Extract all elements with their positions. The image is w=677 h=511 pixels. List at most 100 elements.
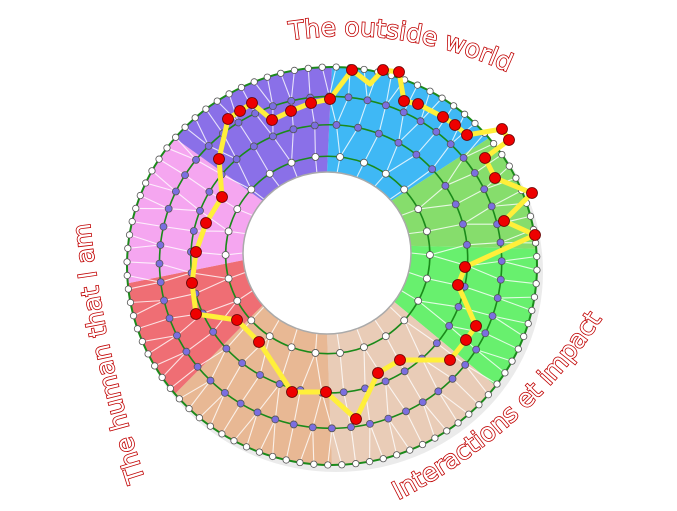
spoke xyxy=(259,336,271,376)
node xyxy=(249,142,258,151)
node xyxy=(311,349,320,357)
spoke xyxy=(418,300,459,308)
spoke xyxy=(350,427,357,464)
node xyxy=(463,240,471,249)
node xyxy=(374,129,383,138)
spoke xyxy=(184,126,210,147)
spoke xyxy=(290,70,295,101)
spoke xyxy=(449,325,486,334)
node xyxy=(144,350,152,358)
highlight-node xyxy=(393,66,405,78)
node xyxy=(493,294,502,302)
node xyxy=(431,434,439,442)
highlight-node xyxy=(350,413,362,425)
node xyxy=(425,251,434,259)
node xyxy=(310,460,318,468)
node xyxy=(189,227,198,235)
node xyxy=(151,362,159,370)
inner-hole xyxy=(242,171,412,335)
spoke xyxy=(492,315,525,337)
node xyxy=(459,220,467,229)
spoke xyxy=(137,317,170,330)
spoke xyxy=(403,319,438,344)
node xyxy=(451,200,460,209)
spoke xyxy=(464,364,489,396)
spoke xyxy=(151,170,177,192)
spoke xyxy=(145,182,177,193)
highlight-node xyxy=(253,336,265,348)
node xyxy=(454,419,462,427)
node xyxy=(336,153,344,161)
spoke xyxy=(299,427,314,463)
node xyxy=(533,252,541,261)
node xyxy=(195,414,203,422)
spoke xyxy=(339,127,359,158)
node xyxy=(126,298,135,307)
highlight-node xyxy=(479,152,491,164)
node xyxy=(251,109,260,118)
highlight-nodes xyxy=(186,64,541,425)
node xyxy=(443,427,451,435)
node xyxy=(296,458,304,467)
node xyxy=(269,452,277,461)
highlight-node xyxy=(246,97,258,109)
spoke xyxy=(357,100,368,128)
spoke xyxy=(170,366,198,389)
node xyxy=(445,321,454,330)
spoke xyxy=(186,331,214,353)
node xyxy=(528,306,536,315)
node xyxy=(310,121,319,130)
node xyxy=(155,155,163,163)
spoke xyxy=(437,391,459,424)
node xyxy=(287,343,296,352)
node xyxy=(165,314,174,323)
spoke xyxy=(335,124,341,158)
node xyxy=(488,312,497,320)
node xyxy=(181,171,189,180)
node xyxy=(224,227,233,236)
node xyxy=(465,410,473,418)
node xyxy=(129,312,138,320)
spoke xyxy=(385,381,389,419)
node xyxy=(393,451,401,459)
ring-line xyxy=(126,66,538,466)
node xyxy=(213,97,221,105)
highlight-node xyxy=(470,320,482,332)
node xyxy=(526,212,535,220)
spoke xyxy=(238,122,255,147)
node xyxy=(171,187,180,196)
node xyxy=(501,369,509,377)
node xyxy=(204,141,213,150)
node xyxy=(399,108,408,117)
spoke xyxy=(466,241,501,246)
spoke xyxy=(321,67,330,97)
node xyxy=(196,206,204,215)
node xyxy=(224,274,233,283)
node xyxy=(221,388,229,397)
spoke xyxy=(253,146,271,174)
node xyxy=(221,251,230,259)
spoke xyxy=(385,75,392,106)
node xyxy=(175,395,183,403)
node xyxy=(532,280,540,288)
spoke xyxy=(258,419,276,453)
spoke xyxy=(369,423,384,459)
spoke xyxy=(195,278,229,295)
spoke xyxy=(339,352,345,393)
node xyxy=(450,102,458,110)
spoke xyxy=(437,390,470,415)
highlight-node xyxy=(449,119,461,131)
node xyxy=(218,430,226,438)
node xyxy=(360,158,368,167)
spoke xyxy=(403,320,423,359)
spoke xyxy=(195,159,222,175)
spoke xyxy=(385,381,407,412)
spoke xyxy=(225,320,252,349)
node xyxy=(242,443,251,451)
spoke xyxy=(497,297,533,311)
node xyxy=(166,384,174,392)
node xyxy=(360,343,368,352)
spoke xyxy=(462,205,492,225)
spoke xyxy=(160,272,192,283)
node xyxy=(225,90,233,98)
